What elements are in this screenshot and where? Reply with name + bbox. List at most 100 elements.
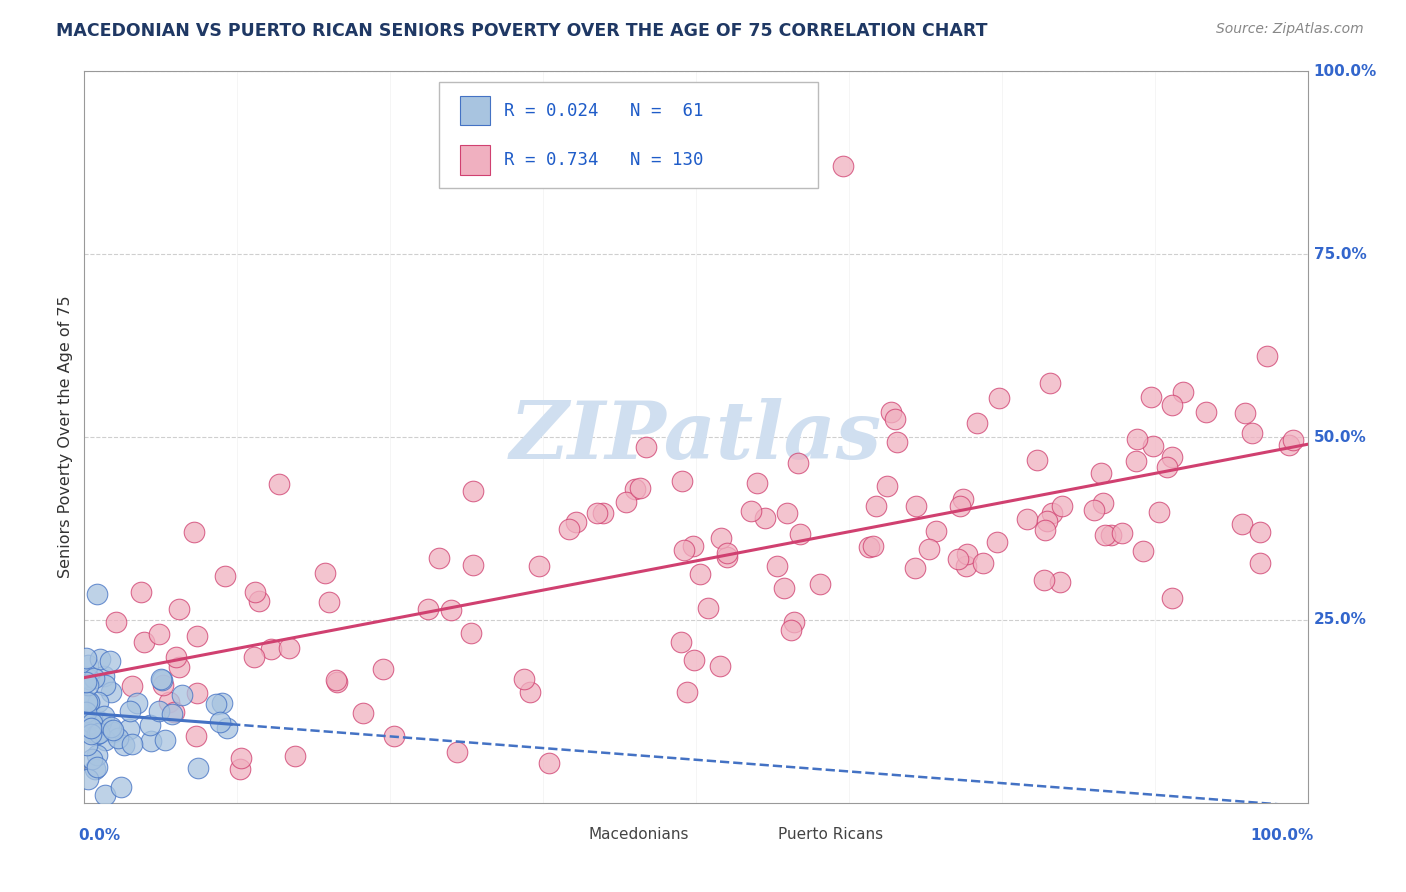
Point — [1036, 514, 1059, 528]
Point — [76, 695, 98, 709]
Point — [247, 594, 270, 608]
Point — [1090, 466, 1112, 480]
Point — [83, 671, 105, 685]
Point — [100, 720, 122, 734]
Point — [325, 673, 347, 687]
Point — [1039, 376, 1062, 391]
FancyBboxPatch shape — [738, 825, 769, 843]
Point — [110, 780, 132, 795]
Point — [86, 748, 108, 763]
Point — [585, 506, 607, 520]
Point — [90, 714, 112, 729]
Point — [418, 602, 440, 616]
Point — [1083, 502, 1105, 516]
Point — [75, 670, 97, 684]
Point — [1161, 591, 1184, 605]
Point — [83, 762, 105, 776]
Point — [1132, 543, 1154, 558]
Point — [170, 689, 193, 703]
Point — [689, 566, 711, 581]
Point — [716, 550, 738, 565]
Point — [775, 506, 797, 520]
Point — [77, 695, 100, 709]
Point — [1099, 528, 1122, 542]
Point — [1125, 454, 1147, 468]
Point — [76, 738, 98, 752]
Point — [131, 584, 153, 599]
Point — [1249, 556, 1271, 570]
Point — [1015, 512, 1038, 526]
Point — [89, 726, 111, 740]
Point — [624, 482, 647, 496]
Point — [1040, 507, 1063, 521]
Point — [103, 724, 125, 739]
Point — [1092, 496, 1115, 510]
Point — [80, 710, 103, 724]
Point — [1142, 440, 1164, 454]
Point — [382, 729, 405, 743]
Point — [93, 732, 115, 747]
Point — [754, 511, 776, 525]
Point — [673, 543, 696, 558]
FancyBboxPatch shape — [460, 145, 491, 175]
Point — [461, 558, 484, 573]
Point — [79, 719, 101, 733]
Point — [1032, 573, 1054, 587]
Point — [1156, 459, 1178, 474]
Point — [75, 705, 97, 719]
Point — [883, 411, 905, 425]
FancyBboxPatch shape — [460, 95, 491, 126]
Point — [314, 566, 336, 580]
Point — [75, 650, 97, 665]
Point — [1195, 405, 1218, 419]
Point — [167, 601, 190, 615]
Point — [82, 725, 104, 739]
Point — [120, 704, 142, 718]
Text: R = 0.024   N =  61: R = 0.024 N = 61 — [503, 102, 703, 120]
Point — [77, 772, 100, 787]
Point — [949, 500, 972, 514]
Text: Source: ZipAtlas.com: Source: ZipAtlas.com — [1216, 22, 1364, 37]
Point — [204, 698, 226, 712]
Point — [86, 727, 108, 741]
Point — [186, 729, 208, 743]
Point — [1160, 450, 1182, 464]
Point — [75, 674, 97, 689]
Point — [903, 560, 925, 574]
Point — [269, 476, 291, 491]
Point — [187, 761, 209, 775]
Point — [152, 678, 174, 692]
Point — [765, 558, 787, 573]
FancyBboxPatch shape — [439, 82, 818, 188]
Point — [427, 550, 450, 565]
Point — [519, 684, 541, 698]
Point — [628, 481, 651, 495]
Point — [1140, 390, 1163, 404]
Point — [886, 435, 908, 450]
Point — [439, 603, 461, 617]
Point — [709, 658, 731, 673]
Point — [139, 733, 162, 747]
FancyBboxPatch shape — [550, 825, 579, 843]
Text: R = 0.734   N = 130: R = 0.734 N = 130 — [503, 151, 703, 169]
Point — [773, 581, 796, 595]
Point — [740, 504, 762, 518]
Point — [876, 479, 898, 493]
Point — [186, 686, 208, 700]
Point — [918, 542, 941, 557]
Point — [86, 587, 108, 601]
Point — [94, 678, 117, 692]
Point — [966, 416, 988, 430]
Point — [211, 696, 233, 710]
Y-axis label: Seniors Poverty Over the Age of 75: Seniors Poverty Over the Age of 75 — [58, 296, 73, 578]
Point — [112, 739, 135, 753]
Point — [278, 640, 301, 655]
Point — [93, 709, 115, 723]
Point — [117, 722, 139, 736]
Point — [1147, 505, 1170, 519]
Point — [163, 706, 186, 720]
Point — [671, 475, 693, 489]
Point — [127, 696, 149, 710]
Point — [696, 601, 718, 615]
Text: 75.0%: 75.0% — [1313, 247, 1367, 261]
